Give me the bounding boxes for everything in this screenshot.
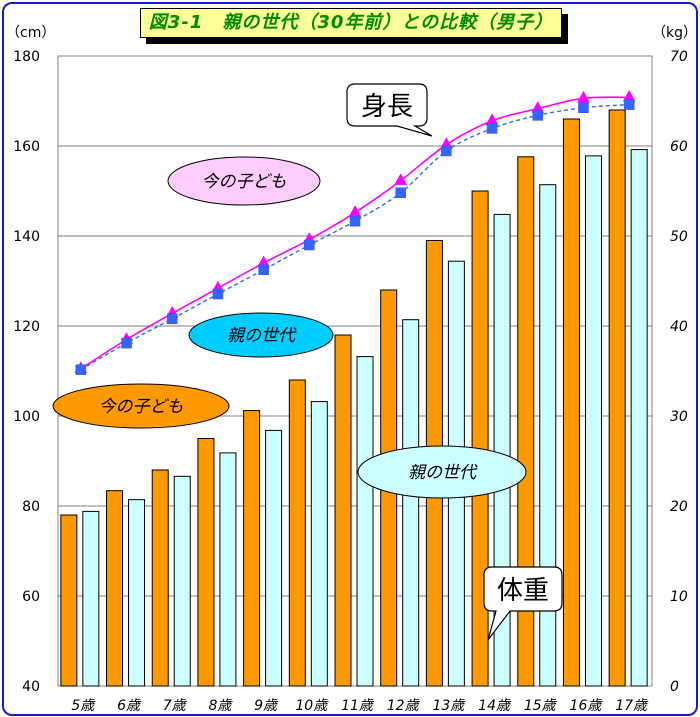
bar-now bbox=[608, 109, 626, 687]
category-label: 7歳 bbox=[163, 698, 188, 714]
bar-parent bbox=[584, 155, 602, 687]
callout-weight-text: 体重 bbox=[497, 576, 549, 606]
marker-parent bbox=[486, 123, 498, 134]
marker-parent bbox=[166, 313, 178, 325]
right-tick-label: 20 bbox=[670, 499, 688, 515]
marker-parent bbox=[349, 215, 361, 227]
bar-parent bbox=[82, 510, 100, 687]
left-tick-label: 140 bbox=[13, 229, 40, 245]
label-line-now-shape bbox=[167, 156, 321, 206]
marker-parent bbox=[121, 337, 132, 349]
callout-height-shape bbox=[346, 83, 433, 137]
left-axis-unit: （cm） bbox=[6, 25, 56, 41]
marker-parent bbox=[304, 239, 315, 251]
marker-parent bbox=[441, 145, 452, 157]
marker-parent bbox=[395, 187, 406, 199]
callout-weight-shape bbox=[483, 566, 563, 641]
right-tick-label: 60 bbox=[670, 139, 688, 155]
bar-now bbox=[334, 334, 352, 687]
bar-now bbox=[517, 156, 535, 687]
bar-parent bbox=[128, 499, 146, 687]
right-tick-label: 10 bbox=[670, 589, 688, 605]
category-label: 17歳 bbox=[615, 698, 649, 714]
bar-now bbox=[562, 118, 580, 687]
marker-parent bbox=[578, 102, 589, 113]
chart-title-box: 図3-1 親の世代（30年前）との比較（男子） bbox=[140, 8, 568, 44]
marker-parent bbox=[75, 364, 87, 375]
label-bar-parent: 親の世代 bbox=[357, 445, 527, 499]
bar-now bbox=[197, 438, 215, 687]
bar-parent bbox=[630, 149, 648, 687]
category-label: 5歳 bbox=[71, 698, 96, 714]
left-tick-label: 120 bbox=[13, 319, 40, 335]
bar-parent bbox=[402, 319, 420, 687]
left-tick-label: 80 bbox=[22, 499, 40, 515]
bar-now bbox=[243, 410, 261, 687]
marker-parent bbox=[532, 110, 544, 121]
category-label: 9歳 bbox=[254, 698, 279, 714]
category-label: 6歳 bbox=[117, 698, 142, 714]
marker-parent bbox=[212, 288, 224, 300]
right-tick-label: 50 bbox=[670, 229, 688, 245]
bar-now bbox=[60, 514, 78, 687]
marker-parent bbox=[623, 99, 635, 110]
right-tick-label: 70 bbox=[670, 49, 688, 65]
category-label: 11歳 bbox=[341, 698, 375, 714]
left-tick-label: 180 bbox=[13, 49, 40, 65]
callout-height-text: 身長 bbox=[361, 92, 413, 122]
category-label: 14歳 bbox=[478, 698, 512, 714]
right-axis-unit: （kg） bbox=[652, 25, 697, 41]
label-line-now: 今の子ども bbox=[167, 156, 321, 206]
category-label: 8歳 bbox=[208, 698, 233, 714]
plot-area bbox=[57, 55, 653, 687]
bar-parent bbox=[539, 184, 557, 687]
label-line-parent-text: 親の世代 bbox=[227, 326, 297, 346]
label-bar-now-text: 今の子ども bbox=[99, 397, 184, 417]
bar-now bbox=[106, 490, 124, 687]
label-bar-parent-shape bbox=[357, 445, 527, 499]
left-tick-label: 100 bbox=[13, 409, 40, 425]
category-label: 10歳 bbox=[295, 698, 329, 714]
chart-title: 図3-1 親の世代（30年前）との比較（男子） bbox=[140, 8, 562, 38]
bar-now bbox=[471, 190, 489, 687]
label-bar-now-shape bbox=[52, 383, 230, 429]
left-tick-label: 60 bbox=[22, 589, 40, 605]
right-tick-label: 40 bbox=[670, 319, 688, 335]
bar-parent bbox=[356, 356, 374, 687]
label-bar-parent-text: 親の世代 bbox=[408, 463, 478, 483]
label-line-now-text: 今の子ども bbox=[202, 172, 287, 192]
left-tick-label: 40 bbox=[22, 679, 40, 695]
right-tick-label: 30 bbox=[670, 409, 688, 425]
bar-parent bbox=[173, 475, 191, 687]
category-label: 15歳 bbox=[524, 698, 558, 714]
bar-now bbox=[288, 379, 306, 687]
label-bar-now: 今の子ども bbox=[52, 383, 230, 429]
marker-now bbox=[348, 205, 362, 217]
marker-parent bbox=[258, 264, 269, 275]
marker-now bbox=[394, 173, 408, 185]
bar-parent bbox=[265, 429, 283, 687]
bar-now bbox=[151, 469, 169, 687]
left-tick-label: 160 bbox=[13, 139, 40, 155]
callout-height: 身長 bbox=[346, 83, 433, 137]
bar-parent bbox=[310, 401, 328, 687]
category-label: 16歳 bbox=[570, 698, 604, 714]
marker-now bbox=[577, 90, 590, 103]
label-line-parent: 親の世代 bbox=[188, 312, 334, 358]
right-tick-label: 0 bbox=[670, 679, 679, 695]
label-line-parent-shape bbox=[188, 312, 334, 358]
bar-parent bbox=[219, 452, 237, 687]
callout-weight: 体重 bbox=[483, 566, 563, 641]
category-label: 13歳 bbox=[432, 698, 466, 714]
category-label: 12歳 bbox=[387, 698, 421, 714]
